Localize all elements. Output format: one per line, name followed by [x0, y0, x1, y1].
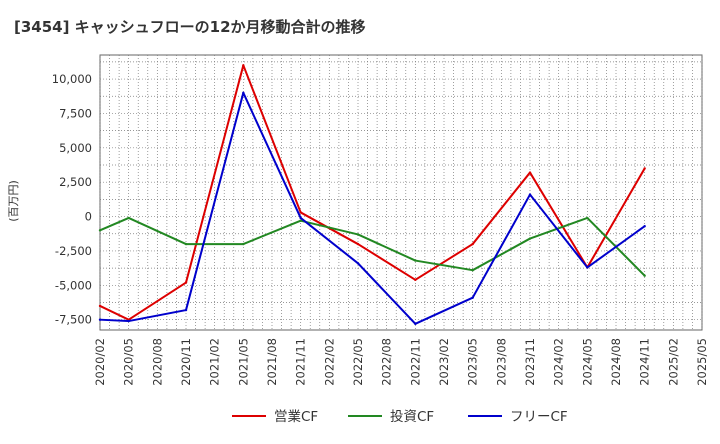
x-tick-label: 2021/11: [294, 338, 308, 386]
x-tick-label: 2022/11: [408, 338, 422, 386]
data-point: [242, 242, 245, 246]
x-tick-label: 2020/02: [93, 338, 107, 386]
legend-item: 投資CF: [348, 409, 434, 425]
y-tick-label: -2,500: [55, 244, 92, 258]
data-point: [471, 296, 474, 299]
data-point: [242, 91, 245, 95]
data-point: [127, 319, 130, 323]
x-tick-label: 2020/11: [179, 338, 193, 386]
data-point: [184, 308, 188, 312]
series-layer: [98, 64, 646, 326]
x-tick-label: 2021/02: [208, 338, 222, 386]
data-point: [299, 219, 302, 222]
data-point: [299, 211, 302, 214]
data-point: [356, 242, 360, 246]
chart-title: [3454] キャッシュフローの12か月移動合計の推移: [14, 18, 366, 36]
data-point: [528, 237, 532, 240]
y-tick-label: 5,000: [59, 141, 92, 155]
x-tick-label: 2023/11: [523, 338, 537, 386]
x-tick-label: 2022/05: [351, 338, 365, 386]
legend-label: 投資CF: [390, 409, 434, 425]
legend-label: 営業CF: [274, 409, 318, 425]
data-point: [356, 262, 360, 265]
data-point: [528, 171, 532, 174]
x-tick-label: 2022/02: [322, 338, 336, 386]
legend: 営業CF 投資CF フリーCF: [232, 409, 568, 425]
x-tick-label: 2022/08: [380, 338, 394, 386]
x-tick-label: 2020/08: [150, 338, 164, 386]
data-point: [414, 259, 417, 262]
y-axis-label: (百万円): [7, 180, 20, 222]
x-tick-label: 2021/08: [265, 338, 279, 386]
data-point: [586, 216, 589, 220]
x-tick-label: 2025/02: [666, 338, 680, 386]
y-tick-label: 7,500: [59, 106, 92, 120]
legend-item: フリーCF: [468, 409, 568, 425]
data-point: [299, 216, 302, 220]
data-point: [414, 278, 417, 282]
data-point: [471, 242, 474, 246]
data-point: [414, 322, 417, 326]
x-tick-label: 2023/02: [437, 338, 451, 386]
y-tick-label: 0: [85, 210, 92, 224]
legend-item: 営業CF: [232, 409, 318, 425]
data-point: [528, 193, 532, 196]
y-tick-label: 10,000: [52, 72, 92, 86]
data-point: [356, 233, 360, 236]
x-tick-label: 2024/11: [638, 338, 652, 386]
x-tick-label: 2023/08: [494, 338, 508, 386]
x-tick-label: 2024/08: [609, 338, 623, 386]
data-point: [98, 229, 102, 232]
y-tick-label: -5,000: [55, 278, 92, 292]
y-tick-label: 2,500: [59, 175, 92, 189]
data-point: [643, 167, 646, 170]
data-point: [127, 216, 130, 220]
data-point: [184, 281, 188, 284]
data-point: [98, 304, 102, 308]
grid-layer: [99, 54, 703, 331]
data-point: [184, 242, 188, 246]
y-tick-label: -7,500: [55, 313, 92, 327]
x-tick-label: 2025/05: [695, 338, 709, 386]
x-tick-label: 2020/05: [122, 338, 136, 386]
data-point: [471, 268, 474, 272]
data-point: [643, 274, 646, 277]
data-point: [98, 318, 102, 321]
data-point: [586, 266, 589, 269]
x-tick-label: 2024/02: [552, 338, 566, 386]
plot-area: [99, 54, 703, 331]
axis-layer: 10,000 7,500 5,000 2,500 0 -2,500 -5,000 -7,500…: [52, 72, 709, 386]
data-point: [242, 64, 245, 67]
x-tick-label: 2021/05: [236, 338, 250, 386]
legend-label: フリーCF: [510, 409, 568, 425]
data-point: [643, 224, 646, 228]
x-tick-label: 2023/05: [466, 338, 480, 386]
x-tick-label: 2024/05: [580, 338, 594, 386]
